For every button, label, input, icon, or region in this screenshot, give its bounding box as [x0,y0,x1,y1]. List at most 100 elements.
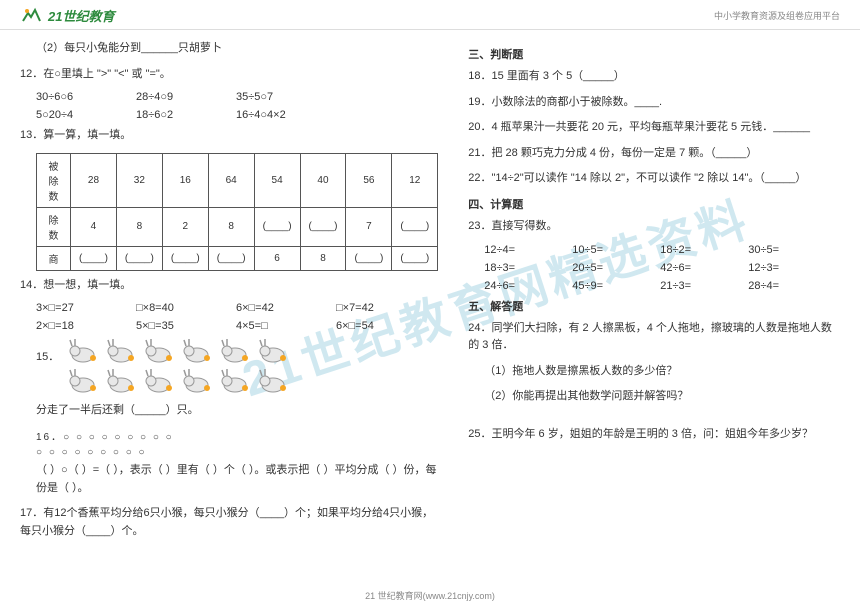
section-3-title: 三、判断题 [468,46,840,62]
rabbit-icon [217,368,249,394]
calc: 21÷3= [660,280,720,292]
rabbit-icon [65,368,97,394]
cell: 12 [392,153,438,207]
rabbits-area: 15． [20,338,438,398]
q19: 19．小数除法的商都小于被除数。____. [468,94,840,112]
q11-2: （2）每只小兔能分到______只胡萝卜 [20,40,438,58]
rabbit-icon [179,338,211,364]
cell: (____) [116,246,162,270]
cell: 16 [162,153,208,207]
expr: 28÷4○9 [136,91,206,103]
cell: 28 [71,153,117,207]
table-row: 除数4828(____)(____)7(____) [37,207,438,246]
expr: 16÷4○4×2 [236,109,306,121]
cell: (____) [300,207,346,246]
q24-1: （1）拖地人数是擦黑板人数的多少倍？ [468,363,840,381]
rabbit-icon [103,368,135,394]
calc: 18÷3= [484,262,544,274]
q15-tail: 分走了一半后还剩（_____）只。 [20,402,438,420]
cell: (____) [346,246,392,270]
expr: □×7=42 [336,302,406,314]
section-4-title: 四、计算题 [468,196,840,212]
cell: 8 [208,207,254,246]
calc: 18÷2= [660,244,720,256]
expr: 30÷6○6 [36,91,106,103]
cell: 32 [116,153,162,207]
calc: 12÷3= [748,262,808,274]
q14-row1: 3×□=27 □×8=40 6×□=42 □×7=42 [20,302,438,314]
right-column: 三、判断题 18．15 里面有 3 个 5（_____） 19．小数除法的商都小… [468,40,840,548]
expr: □×8=40 [136,302,206,314]
expr: 5○20÷4 [36,109,106,121]
cell: 56 [346,153,392,207]
q23: 23．直接写得数。 [468,218,840,236]
q22: 22．"14÷2"可以读作 "14 除以 2"，不可以读作 "2 除以 14"。… [468,170,840,188]
q12: 12．在○里填上 ">" "<" 或 "="。 [20,66,438,84]
cell: 6 [254,246,300,270]
expr: 4×5=□ [236,320,306,332]
q21: 21．把 28 颗巧克力分成 4 份，每份一定是 7 颗。（_____） [468,145,840,163]
q16-dots2: ○ ○ ○ ○ ○ ○ ○ ○ ○ [20,447,438,458]
cell: (____) [392,207,438,246]
cell: 4 [71,207,117,246]
q25: 25．王明今年 6 岁，姐姐的年龄是王明的 3 倍，问：姐姐今年多少岁？ [468,426,840,444]
expr: 6×□=54 [336,320,406,332]
rabbit-icon [255,368,287,394]
footer: 21 世纪教育网(www.21cnjy.com) [0,589,860,602]
logo-area: 21世纪教育 [20,6,114,25]
cell: (____) [208,246,254,270]
calc: 42÷6= [660,262,720,274]
expr: 3×□=27 [36,302,106,314]
calc-row: 12÷4= 10÷5= 18÷2= 30÷5= [468,244,840,256]
cell: (____) [392,246,438,270]
cell: (____) [71,246,117,270]
left-column: （2）每只小兔能分到______只胡萝卜 12．在○里填上 ">" "<" 或 … [20,40,438,548]
cell: 40 [300,153,346,207]
calc-row: 24÷6= 45÷9= 21÷3= 28÷4= [468,280,840,292]
q12-row2: 5○20÷4 18÷6○2 16÷4○4×2 [20,109,438,121]
q17: 17．有12个香蕉平均分给6只小猴，每只小猴分（____）个；如果平均分给4只小… [20,505,438,540]
q14-row2: 2×□=18 5×□=35 4×5=□ 6×□=54 [20,320,438,332]
rabbit-icon [141,338,173,364]
q18: 18．15 里面有 3 个 5（_____） [468,68,840,86]
calc: 10÷5= [572,244,632,256]
expr: 18÷6○2 [136,109,206,121]
cell: 54 [254,153,300,207]
calc: 12÷4= [484,244,544,256]
rabbit-row [65,338,287,364]
q20: 20．4 瓶苹果汁一共要花 20 元，平均每瓶苹果汁要花 5 元钱．______ [468,119,840,137]
q15-label: 15． [36,338,59,364]
q16-blank: （ ）○（ ）=（ ），表示（ ）里有（ ）个（ ）。或表示把（ ）平均分成（ … [20,462,438,497]
expr: 5×□=35 [136,320,206,332]
rabbit-icon [141,368,173,394]
cell: (____) [162,246,208,270]
calc: 20÷5= [572,262,632,274]
logo-text: 21世纪教育 [48,6,114,25]
calc-row: 18÷3= 20÷5= 42÷6= 12÷3= [468,262,840,274]
calc: 28÷4= [748,280,808,292]
cell: 7 [346,207,392,246]
cell: 2 [162,207,208,246]
rabbit-icon [217,338,249,364]
cell: 被除数 [37,153,71,207]
expr: 6×□=42 [236,302,306,314]
cell: 64 [208,153,254,207]
table-row: 被除数2832166454405612 [37,153,438,207]
content: （2）每只小兔能分到______只胡萝卜 12．在○里填上 ">" "<" 或 … [0,30,860,558]
rabbit-icon [255,338,287,364]
rabbit-icon [65,338,97,364]
section-5-title: 五、解答题 [468,298,840,314]
expr: 2×□=18 [36,320,106,332]
cell: 除数 [37,207,71,246]
calc: 30÷5= [748,244,808,256]
q24: 24．同学们大扫除，有 2 人擦黑板，4 个人拖地，擦玻璃的人数是拖地人数的 3… [468,320,840,355]
expr: 35÷5○7 [236,91,306,103]
rabbit-icon [103,338,135,364]
q13-table: 被除数2832166454405612 除数4828(____)(____)7(… [36,153,438,271]
page-header: 21世纪教育 中小学教育资源及组卷应用平台 [0,0,860,30]
q24-2: （2）你能再提出其他数学问题并解答吗？ [468,388,840,406]
calc: 45÷9= [572,280,632,292]
q12-row1: 30÷6○6 28÷4○9 35÷5○7 [20,91,438,103]
q13: 13．算一算，填一填。 [20,127,438,145]
cell: 8 [116,207,162,246]
